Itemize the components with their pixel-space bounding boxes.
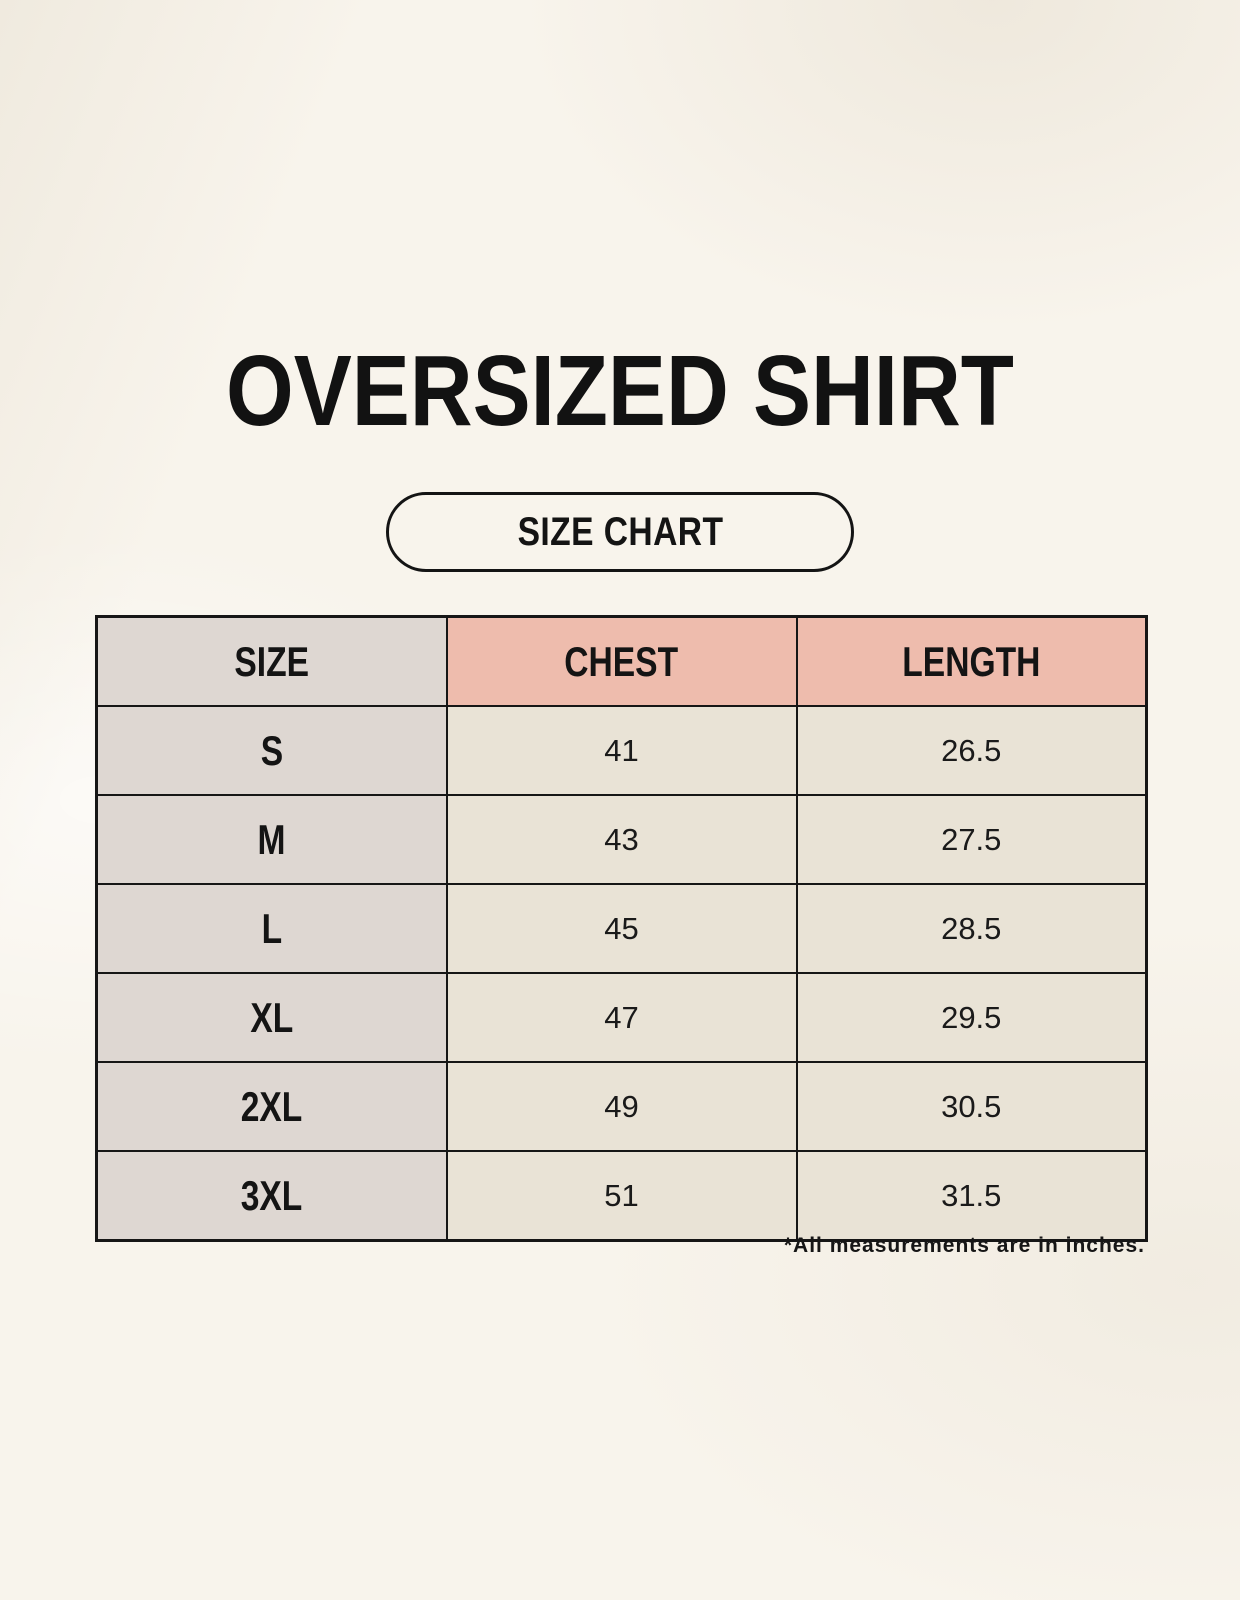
chest-cell: 49 xyxy=(445,1061,798,1152)
chest-cell: 45 xyxy=(445,883,798,974)
chest-cell: 41 xyxy=(445,705,798,796)
length-cell: 27.5 xyxy=(795,794,1148,885)
size-cell-label: 3XL xyxy=(240,1171,303,1219)
table-row: 3XL 51 31.5 xyxy=(95,1150,1148,1242)
column-header-chest: CHEST xyxy=(445,615,798,707)
size-cell-label: 2XL xyxy=(240,1082,303,1130)
size-cell-label: XL xyxy=(250,993,294,1041)
length-cell: 31.5 xyxy=(795,1150,1148,1242)
size-cell: 3XL xyxy=(95,1150,448,1242)
length-cell: 28.5 xyxy=(795,883,1148,974)
column-header-chest-label: CHEST xyxy=(564,637,679,685)
length-cell: 30.5 xyxy=(795,1061,1148,1152)
length-cell: 26.5 xyxy=(795,705,1148,796)
table-row: M 43 27.5 xyxy=(95,794,1148,885)
size-chart-table: SIZE CHEST LENGTH S 41 26.5 M 43 27.5 L 45 28.5 X… xyxy=(95,615,1148,1242)
chest-cell: 47 xyxy=(445,972,798,1063)
column-header-length-label: LENGTH xyxy=(902,637,1041,685)
measurements-footnote: *All measurements are in inches. xyxy=(783,1234,1145,1257)
column-header-size-label: SIZE xyxy=(234,637,310,685)
size-cell: S xyxy=(95,705,448,796)
size-cell-label: M xyxy=(257,815,286,863)
size-chart-badge: SIZE CHART xyxy=(386,492,854,572)
page-title: OVERSIZED SHIRT xyxy=(226,335,1014,447)
size-cell: M xyxy=(95,794,448,885)
size-cell: L xyxy=(95,883,448,974)
header-row: SIZE CHEST LENGTH xyxy=(95,615,1148,707)
table-row: XL 47 29.5 xyxy=(95,972,1148,1063)
table-row: L 45 28.5 xyxy=(95,883,1148,974)
size-chart-rows: S 41 26.5 M 43 27.5 L 45 28.5 XL 47 29.5 2XL 49 30.5 3X… xyxy=(95,705,1148,1242)
size-cell: 2XL xyxy=(95,1061,448,1152)
table-row: S 41 26.5 xyxy=(95,705,1148,796)
size-cell-label: L xyxy=(261,904,283,952)
size-cell-label: S xyxy=(260,726,283,774)
size-chart-badge-label: SIZE CHART xyxy=(517,509,723,554)
table-row: 2XL 49 30.5 xyxy=(95,1061,1148,1152)
length-cell: 29.5 xyxy=(795,972,1148,1063)
size-cell: XL xyxy=(95,972,448,1063)
column-header-length: LENGTH xyxy=(795,615,1148,707)
column-header-size: SIZE xyxy=(95,615,448,707)
chest-cell: 51 xyxy=(445,1150,798,1242)
chest-cell: 43 xyxy=(445,794,798,885)
